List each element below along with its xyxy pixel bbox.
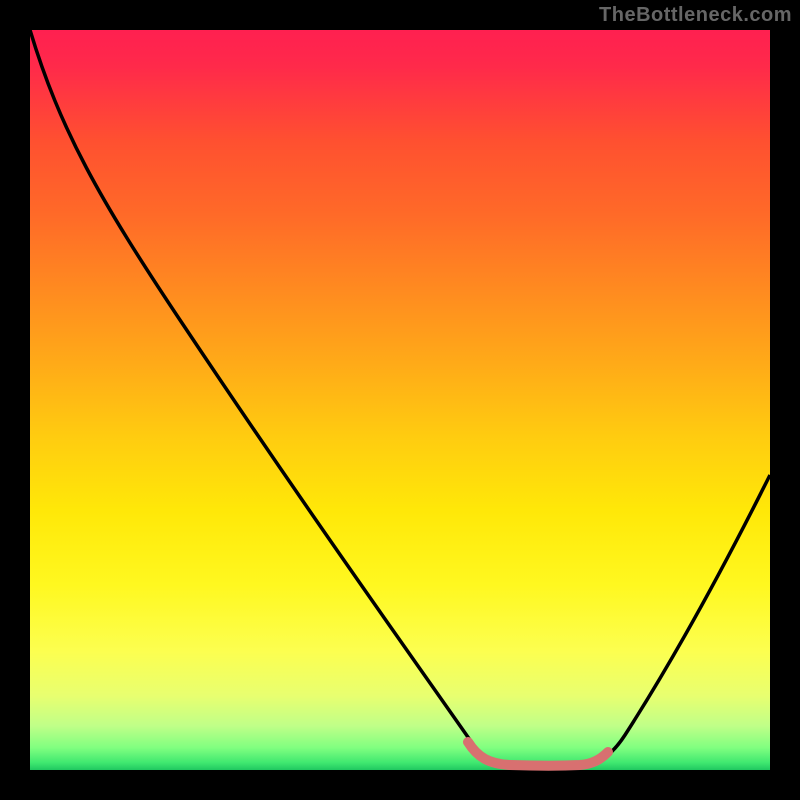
gradient-background <box>0 0 800 800</box>
chart-container: TheBottleneck.com <box>0 0 800 800</box>
